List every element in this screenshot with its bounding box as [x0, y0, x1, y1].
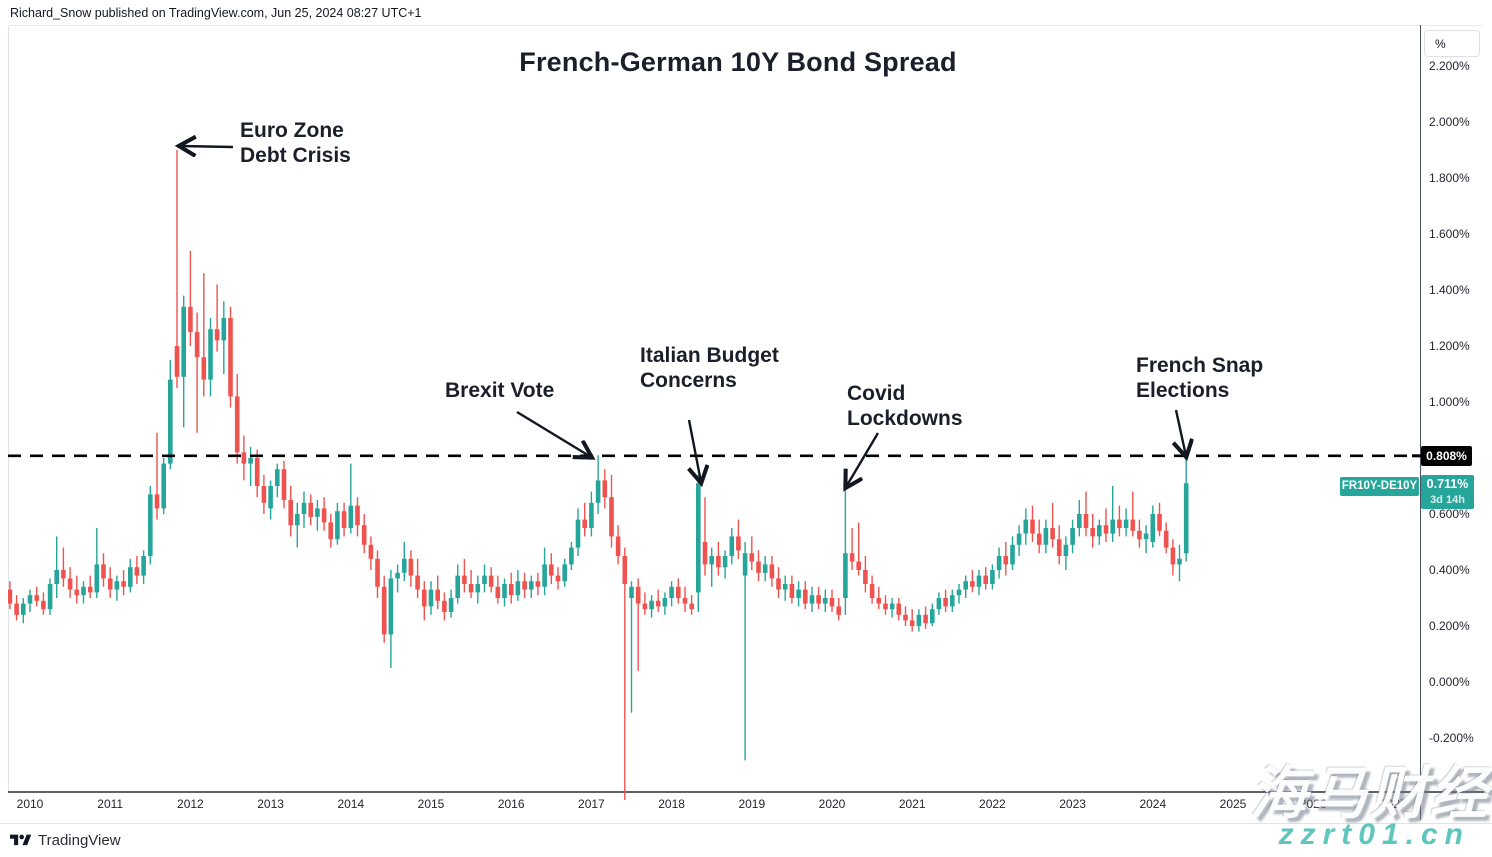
last-price-label: 0.711% 3d 14h: [1421, 474, 1474, 509]
year-tick-label: 2010: [16, 797, 44, 811]
year-tick-label: 2023: [1059, 797, 1086, 811]
annotation-text-line: French Snap: [1136, 354, 1264, 377]
annotation-text-line: Lockdowns: [847, 407, 963, 430]
year-tick-label: 2027: [1380, 797, 1407, 811]
price-tick-label: 1.800%: [1429, 171, 1470, 185]
year-tick-label: 2022: [979, 797, 1006, 811]
price-tick-label: 0.600%: [1429, 507, 1470, 521]
price-tick-label: 1.200%: [1429, 339, 1470, 353]
last-price-value: 0.711%: [1426, 476, 1469, 491]
annotation-french-snap-elections[interactable]: French Snap Elections: [1136, 353, 1263, 403]
price-tick-label: 0.200%: [1429, 619, 1470, 633]
price-tick-label: 1.600%: [1429, 227, 1470, 241]
year-tick-label: 2019: [738, 797, 766, 811]
percent-scale-button[interactable]: %: [1424, 30, 1480, 57]
year-tick-label: 2016: [497, 797, 525, 811]
tradingview-logo-icon[interactable]: [10, 832, 31, 849]
price-tick-label: 2.200%: [1429, 59, 1470, 73]
watermark-site-url: zzrt01.cn: [1278, 818, 1470, 851]
series-ticker-badge[interactable]: FR10Y-DE10Y: [1340, 476, 1419, 496]
attribution-text: Richard_Snow published on TradingView.co…: [10, 6, 422, 20]
watermark-chinese: 海马财经: [1250, 762, 1490, 826]
footer-bar: TradingView: [0, 823, 1492, 857]
year-tick-label: 2021: [898, 797, 926, 811]
annotation-text-line: Brexit Vote: [445, 379, 555, 402]
year-tick-label: 2017: [578, 797, 605, 811]
tradingview-brand-text[interactable]: TradingView: [38, 832, 121, 849]
annotation-italian-budget-concerns[interactable]: Italian Budget Concerns: [640, 343, 779, 393]
annotation-text-line: Concerns: [640, 369, 737, 392]
year-tick-label: 2013: [257, 797, 284, 811]
annotation-text-line: Italian Budget: [640, 344, 779, 367]
chart-title: French-German 10Y Bond Spread: [519, 47, 957, 77]
annotation-euro-zone-debt-crisis[interactable]: Euro Zone Debt Crisis: [240, 118, 351, 168]
year-tick-label: 2012: [177, 797, 204, 811]
price-tick-label: 1.000%: [1429, 395, 1470, 409]
price-tick-label: 1.400%: [1429, 283, 1470, 297]
percent-scale-label: %: [1435, 36, 1446, 51]
series-ticker-label: FR10Y-DE10Y: [1341, 479, 1418, 492]
year-tick-label: 2014: [337, 797, 365, 811]
annotation-brexit-vote[interactable]: Brexit Vote: [445, 378, 554, 403]
price-tick-label: 0.000%: [1429, 675, 1470, 689]
year-tick-label: 2026: [1299, 797, 1327, 811]
bar-countdown: 3d 14h: [1430, 493, 1465, 506]
price-tick-label: 2.000%: [1429, 115, 1470, 129]
price-tick-label: 0.400%: [1429, 563, 1470, 577]
annotation-text-line: Debt Crisis: [240, 144, 351, 167]
year-tick-label: 2018: [658, 797, 685, 811]
annotation-text-line: Euro Zone: [240, 119, 344, 142]
year-tick-label: 2024: [1139, 797, 1167, 811]
reference-price-value: 0.808%: [1426, 448, 1467, 463]
price-tick-label: -0.200%: [1429, 731, 1474, 745]
year-tick-label: 2020: [818, 797, 846, 811]
annotation-text-line: Elections: [1136, 379, 1230, 402]
annotation-covid-lockdowns[interactable]: Covid Lockdowns: [847, 381, 963, 431]
reference-price-label: 0.808%: [1421, 445, 1472, 466]
year-tick-label: 2011: [97, 797, 124, 811]
year-tick-label: 2025: [1219, 797, 1247, 811]
annotation-text-line: Covid: [847, 382, 906, 405]
year-tick-label: 2015: [417, 797, 445, 811]
